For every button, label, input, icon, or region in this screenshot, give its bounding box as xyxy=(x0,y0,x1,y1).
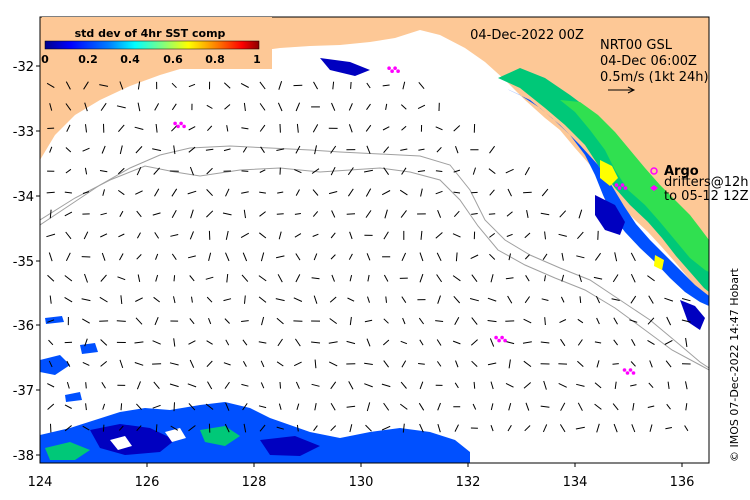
cb-tick-3: 0.6 xyxy=(163,53,183,66)
current-vector xyxy=(103,425,104,432)
y-tick-label: -34 xyxy=(13,190,34,205)
y-tick-label: -36 xyxy=(13,319,34,334)
credit-text: © IMOS 07-Dec-2022 14:47 Hobart xyxy=(728,267,741,462)
y-tick-label: -38 xyxy=(13,449,34,464)
drifter-marker xyxy=(497,339,501,343)
drifter-marker xyxy=(393,66,397,70)
current-vector xyxy=(174,275,175,281)
current-vector xyxy=(580,296,581,303)
x-tick-label: 134 xyxy=(563,475,588,490)
cb-tick-5: 1 xyxy=(253,53,261,66)
drifter-marker xyxy=(626,371,630,375)
current-vector xyxy=(474,382,475,389)
drifter-marker xyxy=(494,336,498,340)
cb-tick-0: 0 xyxy=(41,53,49,66)
current-vector xyxy=(436,171,442,172)
drifter-marker xyxy=(623,368,627,372)
colorbar: std dev of 4hr SST comp 0 0.2 0.4 0.6 0.… xyxy=(41,17,272,69)
current-vector xyxy=(277,214,284,215)
current-vector xyxy=(489,214,495,215)
y-axis: -32 -33 -34 -35 -36 -37 -38 xyxy=(13,60,40,464)
drifter-marker xyxy=(173,122,177,126)
x-tick-label: 136 xyxy=(670,475,695,490)
legend-model: NRT00 GSL xyxy=(600,38,673,53)
current-vector xyxy=(351,82,352,89)
drifter-marker xyxy=(396,69,400,73)
drifter-marker xyxy=(176,125,180,129)
drifters-to-label: to 05-12 12Z xyxy=(664,189,749,204)
colorbar-gradient xyxy=(45,41,259,49)
current-vector xyxy=(47,192,55,193)
y-tick-label: -37 xyxy=(13,384,34,399)
drifter-marker xyxy=(621,183,625,187)
current-vector xyxy=(156,424,157,432)
current-vector xyxy=(174,402,175,411)
current-vector xyxy=(347,214,355,215)
current-vector xyxy=(280,382,281,389)
drifter-marker xyxy=(503,339,507,343)
cb-tick-1: 0.2 xyxy=(78,53,98,66)
cb-tick-2: 0.4 xyxy=(120,53,140,66)
current-vector xyxy=(613,364,619,365)
current-vector xyxy=(456,253,457,262)
current-vector xyxy=(86,382,87,388)
legend-time: 04-Dec 06:00Z xyxy=(600,54,697,69)
drifter-marker xyxy=(632,371,636,375)
drifter-marker xyxy=(615,183,619,187)
current-vector xyxy=(386,297,387,303)
drifter-marker xyxy=(390,69,394,73)
drifter-marker xyxy=(500,336,504,340)
drifter-marker xyxy=(387,66,391,70)
current-vector xyxy=(523,192,532,193)
colorbar-title: std dev of 4hr SST comp xyxy=(75,27,226,40)
current-vector xyxy=(117,321,126,322)
x-tick-label: 128 xyxy=(242,475,267,490)
drifters-label: drifters@12h xyxy=(664,175,749,190)
x-tick-label: 126 xyxy=(135,475,160,490)
legend-scale: 0.5m/s (1kt 24h) xyxy=(600,70,709,85)
x-tick-label: 124 xyxy=(28,475,53,490)
y-tick-label: -33 xyxy=(13,125,34,140)
map-date: 04-Dec-2022 00Z xyxy=(470,28,584,43)
drifter-marker xyxy=(618,186,622,190)
y-tick-label: -35 xyxy=(13,255,34,270)
x-axis: 124 126 128 130 132 134 136 xyxy=(28,463,695,490)
drifter-marker xyxy=(624,186,628,190)
x-tick-label: 132 xyxy=(456,475,481,490)
drifter-marker xyxy=(629,368,633,372)
current-vector xyxy=(121,403,122,410)
current-vector xyxy=(545,317,546,325)
cb-tick-4: 0.8 xyxy=(205,53,225,66)
drifter-marker xyxy=(182,125,186,129)
drifter-marker xyxy=(179,122,183,126)
x-tick-label: 130 xyxy=(349,475,374,490)
y-tick-label: -32 xyxy=(13,60,34,75)
current-vector xyxy=(242,171,249,172)
